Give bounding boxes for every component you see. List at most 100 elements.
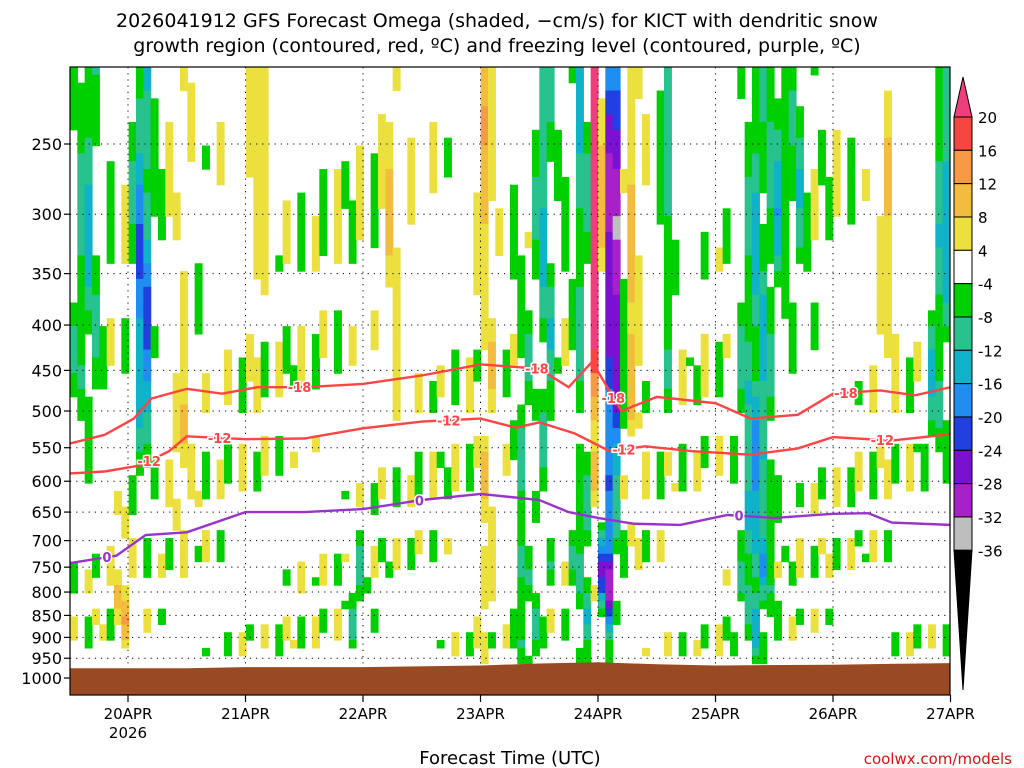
omega-cell <box>312 616 320 625</box>
omega-cell <box>92 90 100 99</box>
omega-cell <box>106 208 115 217</box>
omega-cell <box>143 82 152 92</box>
omega-cell <box>136 121 144 131</box>
omega-cell <box>84 247 93 256</box>
omega-cell <box>187 483 196 492</box>
contour-label: -12 <box>871 434 895 449</box>
omega-cell <box>627 67 636 76</box>
omega-cell <box>620 326 628 335</box>
omega-cell <box>935 98 944 107</box>
omega-cell <box>517 278 526 288</box>
omega-cell <box>282 365 291 374</box>
omega-cell <box>737 341 746 351</box>
omega-cell <box>752 341 760 351</box>
omega-cell <box>605 349 614 359</box>
omega-cell <box>825 200 834 209</box>
x-tick-label: 21APR <box>221 705 270 723</box>
omega-cell <box>781 200 790 209</box>
omega-cell <box>253 106 262 115</box>
omega-cell <box>77 82 86 92</box>
omega-cell <box>480 247 489 256</box>
omega-cell <box>906 647 914 657</box>
omega-cell <box>180 373 188 382</box>
omega-cell <box>781 129 790 139</box>
omega-cell <box>216 459 225 468</box>
omega-cell <box>136 467 144 476</box>
omega-cell <box>752 129 760 139</box>
omega-cell <box>84 67 93 76</box>
omega-cell <box>788 153 797 162</box>
omega-cell <box>99 365 108 374</box>
colorbar-label: 16 <box>978 142 997 160</box>
omega-cell <box>576 475 584 484</box>
omega-cell <box>810 302 819 311</box>
omega-cell <box>942 255 950 264</box>
y-tick-label: 900 <box>31 628 62 647</box>
omega-cell <box>818 545 826 555</box>
omega-cell <box>480 467 489 476</box>
omega-cell <box>590 388 599 398</box>
omega-cell <box>532 624 540 633</box>
omega-cell <box>605 208 614 217</box>
colorbar-label: 20 <box>978 109 997 127</box>
y-tick-label: 450 <box>31 361 62 380</box>
omega-cell <box>642 545 650 555</box>
colorbar-top-arrow <box>953 76 973 118</box>
omega-cell <box>92 98 100 107</box>
omega-cell <box>598 184 606 194</box>
omega-cell <box>495 247 504 256</box>
omega-cell <box>150 459 159 468</box>
omega-cell <box>935 420 944 429</box>
omega-cell <box>150 137 159 147</box>
omega-cell <box>759 420 768 429</box>
omega-cell <box>715 459 724 468</box>
omega-cell <box>224 365 232 374</box>
omega-cell <box>759 514 768 523</box>
omega-cell <box>605 231 614 241</box>
omega-cell <box>532 490 540 500</box>
omega-cell <box>678 451 687 461</box>
omega-cell <box>488 365 496 374</box>
omega-cell <box>774 224 782 233</box>
omega-cell <box>224 640 232 649</box>
omega-cell <box>744 200 753 209</box>
omega-cell <box>935 286 944 296</box>
omega-cell <box>319 341 328 351</box>
omega-cell <box>766 161 775 170</box>
omega-cell <box>634 326 643 335</box>
omega-cell <box>810 333 819 343</box>
omega-cell <box>612 302 621 311</box>
omega-cell <box>282 624 291 633</box>
omega-cell <box>84 435 93 445</box>
omega-cell <box>583 200 592 209</box>
omega-cell <box>77 333 86 343</box>
omega-cell <box>664 82 672 92</box>
omega-cell <box>590 231 599 241</box>
omega-cell <box>253 74 262 84</box>
omega-cell <box>539 632 548 641</box>
omega-cell <box>282 255 291 264</box>
omega-cell <box>642 114 650 123</box>
omega-cell <box>392 302 401 311</box>
omega-cell <box>744 278 753 288</box>
omega-cell <box>700 231 709 241</box>
omega-cell <box>876 239 885 249</box>
omega-cell <box>825 569 834 578</box>
omega-cell <box>583 231 592 241</box>
omega-cell <box>781 286 790 296</box>
omega-cell <box>590 129 599 139</box>
omega-cell <box>517 608 526 618</box>
omega-cell <box>752 82 760 92</box>
omega-cell <box>106 553 115 563</box>
omega-cell <box>664 647 672 657</box>
omega-cell <box>766 231 775 241</box>
omega-cell <box>906 357 914 366</box>
omega-cell <box>312 247 320 256</box>
omega-cell <box>480 506 489 516</box>
omega-cell <box>598 561 606 570</box>
omega-cell <box>590 145 599 154</box>
omega-cell <box>187 114 196 123</box>
omega-cell <box>172 192 181 202</box>
omega-cell <box>451 381 460 390</box>
